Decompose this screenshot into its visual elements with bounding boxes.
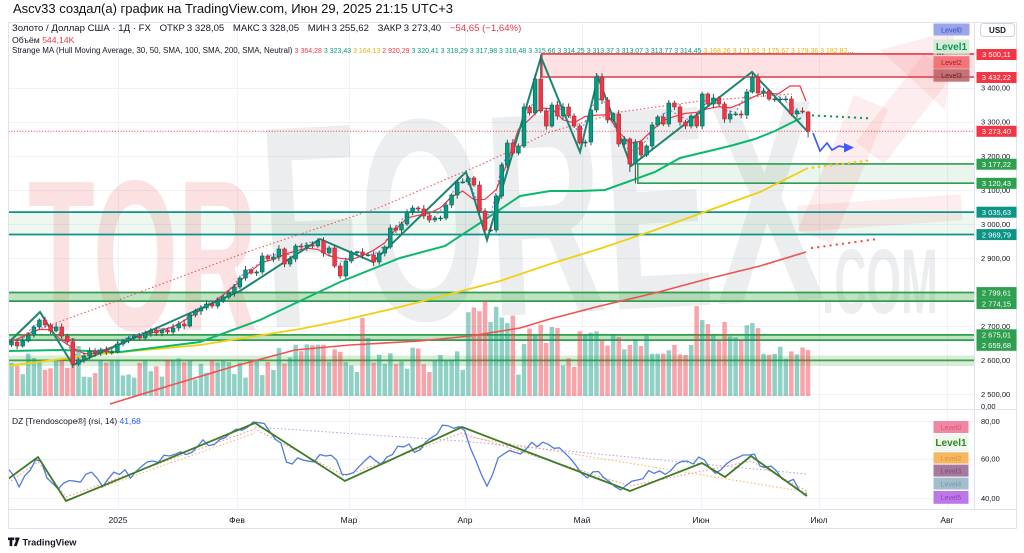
svg-text:Level0: Level0 [941,425,962,432]
svg-text:3 035,63: 3 035,63 [982,208,1011,217]
svg-text:Фев: Фев [229,515,245,525]
svg-text:Strange MA (Hull Moving Averag: Strange MA (Hull Moving Average, 30, 50,… [12,46,853,55]
svg-text:Level3: Level3 [941,73,962,80]
svg-text:2 799,61: 2 799,61 [982,288,1011,297]
svg-text:Level1: Level1 [935,438,967,449]
svg-text:2 600,00: 2 600,00 [981,356,1010,365]
svg-text:Июл: Июл [810,515,827,525]
svg-text:3 400,00: 3 400,00 [981,84,1010,93]
svg-text:40,00: 40,00 [981,494,1000,503]
svg-text:2 900,00: 2 900,00 [981,254,1010,263]
svg-text:60,00: 60,00 [981,455,1000,464]
svg-text:Level4: Level4 [941,481,962,488]
svg-text:3 300,00: 3 300,00 [981,118,1010,127]
svg-text:3 273,40: 3 273,40 [982,127,1011,136]
svg-text:2 969,79: 2 969,79 [982,230,1011,239]
svg-text:2 774,15: 2 774,15 [982,299,1011,308]
svg-text:Level0: Level0 [941,27,962,34]
svg-text:Level5: Level5 [941,495,962,502]
svg-text:0,00: 0,00 [981,402,996,411]
svg-text:.COM: .COM [822,231,938,333]
svg-text:USD: USD [989,26,1006,35]
svg-text:Апр: Апр [458,515,473,525]
svg-text:3 000,00: 3 000,00 [981,220,1010,229]
svg-text:...: ... [937,47,945,57]
svg-text:3 177,22: 3 177,22 [982,160,1011,169]
svg-text:Мар: Мар [341,515,358,525]
svg-text:Июн: Июн [692,515,709,525]
svg-text:2025: 2025 [109,515,128,525]
svg-text:Level1: Level1 [936,42,968,53]
svg-text:TradingView: TradingView [23,538,78,548]
svg-text:Level2: Level2 [941,456,962,463]
svg-text:Объём 544,14K: Объём 544,14K [12,35,75,45]
svg-text:3 100,00: 3 100,00 [981,186,1010,195]
svg-text:3 500,11: 3 500,11 [982,50,1011,59]
svg-text:3 120,43: 3 120,43 [982,179,1011,188]
svg-text:Level2: Level2 [941,60,962,67]
svg-text:2 700,00: 2 700,00 [981,322,1010,331]
svg-text:Золото / Доллар США · 1Д · FX: Золото / Доллар США · 1Д · FX ОТКР 3 328,… [12,23,521,34]
svg-text:Level3: Level3 [941,468,962,475]
svg-text:3 432,22: 3 432,22 [982,73,1011,82]
svg-text:3 200,00: 3 200,00 [981,152,1010,161]
svg-text:2 675,01: 2 675,01 [982,331,1011,340]
svg-text:Май: Май [574,515,591,525]
svg-text:2 659,68: 2 659,68 [982,341,1011,350]
svg-text:80,00: 80,00 [981,417,1000,426]
svg-text:Ascv33 создал(а) график на Tra: Ascv33 создал(а) график на TradingView.c… [13,1,453,16]
svg-text:DZ [Trendoscope®] (rsi, 14) 41: DZ [Trendoscope®] (rsi, 14) 41,68 [12,416,141,426]
svg-text:Авг: Авг [940,515,953,525]
svg-text:2 500,00: 2 500,00 [981,390,1010,399]
